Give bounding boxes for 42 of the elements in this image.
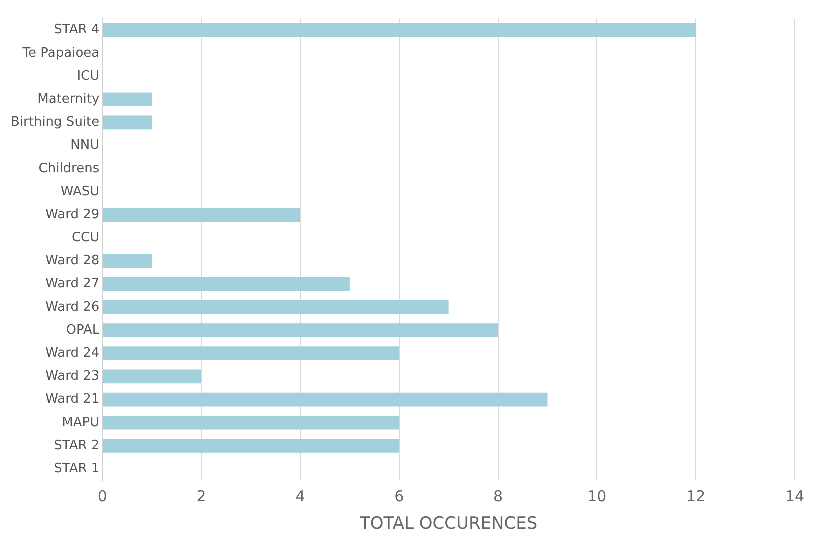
x-tick-label: 0: [98, 487, 108, 506]
y-tick-label: Ward 23: [46, 369, 100, 384]
x-tick-label: 12: [686, 487, 706, 506]
x-axis-title: TOTAL OCCURENCES: [359, 514, 538, 534]
y-tick-label: CCU: [72, 230, 100, 246]
y-tick-label: Ward 28: [46, 254, 100, 269]
y-tick-label: STAR 1: [54, 461, 100, 476]
bar: [103, 23, 696, 38]
y-tick-label: ICU: [77, 68, 100, 84]
y-tick-label: Childrens: [38, 161, 100, 176]
bar: [103, 439, 400, 453]
bar: [103, 116, 152, 130]
y-tick-label: Ward 27: [46, 276, 100, 292]
y-tick-label: Ward 21: [46, 392, 100, 408]
x-tick-label: 14: [785, 487, 805, 506]
y-tick-label: WASU: [60, 184, 100, 200]
y-tick-label: Ward 26: [46, 300, 100, 315]
bar: [103, 346, 400, 361]
y-tick-label: Te Papaioea: [22, 46, 100, 61]
y-tick-label: Ward 29: [46, 207, 100, 222]
x-tick-label: 4: [296, 487, 306, 506]
y-tick-label: STAR 4: [54, 22, 100, 38]
x-tick-label: 6: [394, 487, 404, 506]
y-tick-label: Ward 24: [46, 346, 100, 361]
bar: [103, 277, 350, 292]
y-tick-label: NNU: [70, 138, 100, 154]
x-tick-label: 8: [494, 487, 504, 506]
y-tick-label: MAPU: [62, 415, 100, 430]
bar: [103, 254, 152, 268]
x-tick-label: 10: [588, 487, 607, 506]
y-tick-label: OPAL: [66, 322, 100, 338]
bar: [103, 392, 548, 407]
y-tick-label: STAR 2: [54, 438, 100, 454]
bar: [103, 92, 152, 107]
x-tick-label: 2: [196, 487, 206, 506]
bar: [103, 416, 400, 430]
bar: [103, 324, 498, 338]
y-tick-label: Maternity: [38, 92, 100, 107]
bar: [103, 300, 449, 314]
bar: [103, 370, 202, 384]
y-tick-label: Birthing Suite: [10, 115, 100, 130]
bar: [103, 208, 300, 222]
